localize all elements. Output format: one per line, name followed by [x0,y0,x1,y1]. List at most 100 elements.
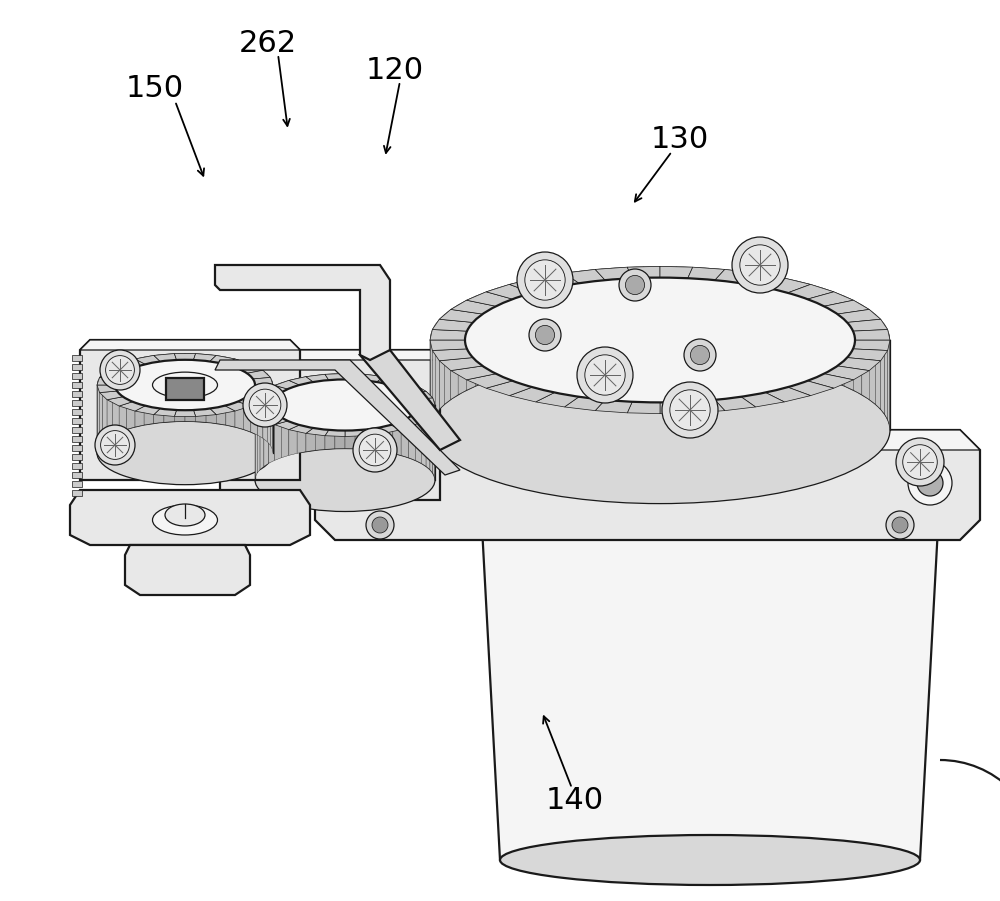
Polygon shape [72,382,82,388]
Polygon shape [509,387,555,402]
Polygon shape [384,377,393,453]
Polygon shape [564,396,605,411]
Polygon shape [297,377,306,453]
Circle shape [338,461,382,505]
Polygon shape [451,305,458,399]
Polygon shape [536,393,579,407]
Polygon shape [837,309,881,323]
Polygon shape [361,428,384,436]
Circle shape [243,383,287,427]
Polygon shape [193,353,216,361]
Ellipse shape [255,449,435,512]
Circle shape [690,345,710,365]
Polygon shape [289,378,297,455]
Circle shape [908,461,952,505]
Polygon shape [798,281,811,375]
Polygon shape [509,278,555,293]
Polygon shape [154,353,177,361]
Polygon shape [765,278,811,293]
Polygon shape [335,374,345,449]
Ellipse shape [97,422,273,485]
Polygon shape [264,416,288,424]
Polygon shape [72,463,82,469]
Polygon shape [439,309,483,323]
Text: 140: 140 [546,786,604,815]
Polygon shape [811,285,823,378]
Polygon shape [837,358,881,370]
Polygon shape [100,374,103,445]
Circle shape [353,428,397,472]
Polygon shape [401,380,409,458]
Polygon shape [210,355,235,364]
Polygon shape [476,292,486,386]
Polygon shape [688,400,725,413]
Polygon shape [253,385,273,393]
Polygon shape [243,361,251,432]
Polygon shape [355,374,365,450]
Polygon shape [725,269,740,361]
Polygon shape [709,268,725,359]
Ellipse shape [480,460,940,520]
Polygon shape [595,400,632,413]
Polygon shape [416,405,435,412]
Polygon shape [361,374,384,382]
Polygon shape [784,278,798,371]
Polygon shape [435,319,439,414]
Polygon shape [72,391,82,397]
Polygon shape [251,364,257,435]
Polygon shape [164,353,174,423]
Polygon shape [522,278,536,371]
Polygon shape [875,314,881,409]
Polygon shape [193,408,216,416]
Polygon shape [72,490,82,496]
Polygon shape [467,296,476,390]
Polygon shape [315,430,980,540]
Polygon shape [881,319,885,414]
Polygon shape [391,421,415,430]
Polygon shape [393,378,401,455]
Polygon shape [416,398,435,405]
Polygon shape [486,285,532,299]
Polygon shape [235,359,243,429]
Polygon shape [432,349,473,360]
Polygon shape [853,340,890,350]
Polygon shape [306,376,315,451]
Polygon shape [72,418,82,424]
Polygon shape [72,481,82,487]
Polygon shape [100,370,123,379]
Polygon shape [411,411,433,419]
Polygon shape [72,364,82,370]
Circle shape [625,276,645,295]
Polygon shape [788,381,834,396]
Polygon shape [216,355,226,425]
Polygon shape [275,383,281,460]
Polygon shape [432,324,435,420]
Circle shape [917,470,943,496]
Polygon shape [70,490,310,545]
Ellipse shape [500,835,920,885]
Polygon shape [375,376,384,451]
Polygon shape [834,292,844,386]
Polygon shape [225,402,251,411]
Circle shape [535,325,555,344]
Polygon shape [564,271,580,363]
Polygon shape [660,267,676,357]
Polygon shape [315,374,325,450]
Polygon shape [215,360,460,475]
Circle shape [892,517,908,533]
Polygon shape [430,395,433,473]
Circle shape [886,511,914,539]
Text: 150: 150 [126,74,184,103]
Polygon shape [580,269,595,361]
Circle shape [249,389,281,421]
Polygon shape [97,385,117,393]
Polygon shape [72,409,82,415]
Polygon shape [100,391,123,400]
Polygon shape [869,309,875,405]
Polygon shape [715,396,756,411]
Polygon shape [135,357,144,427]
Polygon shape [550,273,564,366]
Polygon shape [237,396,263,406]
Polygon shape [741,273,784,287]
Ellipse shape [430,357,890,504]
